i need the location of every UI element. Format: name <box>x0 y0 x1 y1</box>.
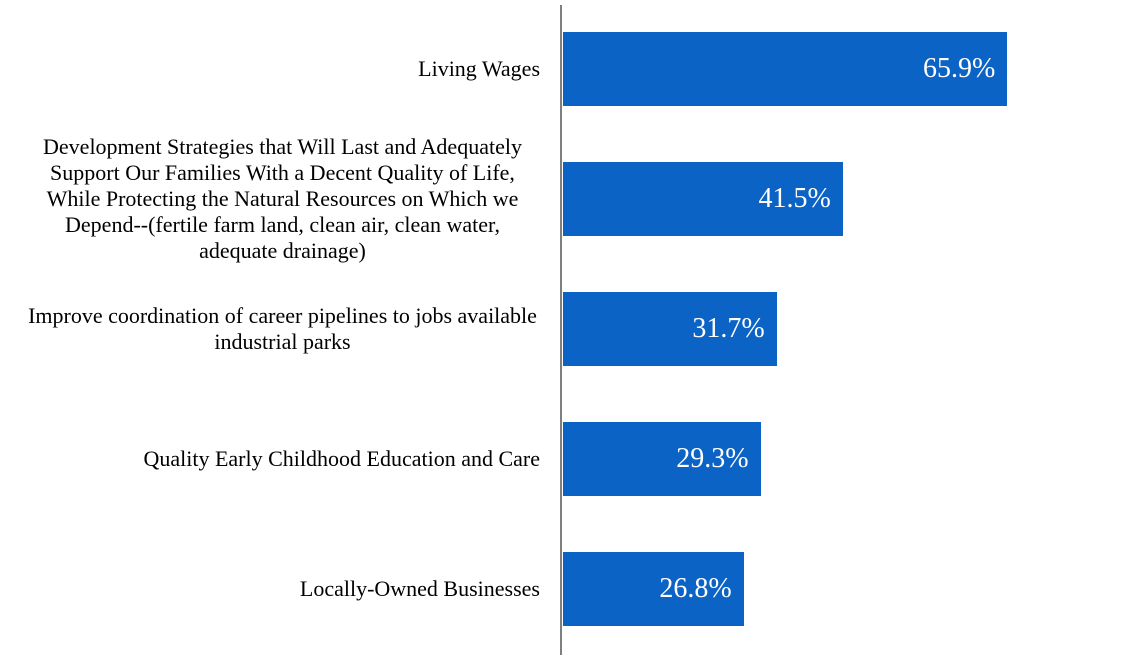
bar-track: 65.9% <box>563 32 1035 106</box>
bar: 31.7% <box>563 292 777 366</box>
bar-track: 41.5% <box>563 162 1035 236</box>
bar: 65.9% <box>563 32 1008 106</box>
y-axis-line <box>560 5 562 655</box>
category-label-cell: Locally-Owned Businesses <box>0 576 561 602</box>
bar: 41.5% <box>563 162 843 236</box>
bar-track: 31.7% <box>563 292 1035 366</box>
category-label-cell: Living Wages <box>0 56 561 82</box>
bar: 29.3% <box>563 422 761 496</box>
chart-row: Living Wages 65.9% <box>0 4 1125 134</box>
chart-row: Quality Early Childhood Education and Ca… <box>0 394 1125 524</box>
value-label: 65.9% <box>923 53 996 84</box>
category-label: Development Strategies that Will Last an… <box>43 134 522 263</box>
category-label: Locally-Owned Businesses <box>299 576 540 601</box>
bar-track: 29.3% <box>563 422 1035 496</box>
chart-rows: Living Wages 65.9% Development Strategies … <box>0 4 1125 654</box>
category-label: Living Wages <box>418 56 540 81</box>
bar: 26.8% <box>563 552 744 626</box>
value-label: 41.5% <box>758 183 831 214</box>
category-label: Quality Early Childhood Education and Ca… <box>143 446 540 471</box>
category-label-cell: Quality Early Childhood Education and Ca… <box>0 446 561 472</box>
chart-row: Development Strategies that Will Last an… <box>0 134 1125 264</box>
bar-track: 26.8% <box>563 552 1035 626</box>
value-label: 29.3% <box>676 443 749 474</box>
value-label: 31.7% <box>692 313 765 344</box>
category-label: Improve coordination of career pipelines… <box>28 303 537 354</box>
value-label: 26.8% <box>659 573 732 604</box>
category-label-cell: Development Strategies that Will Last an… <box>0 134 561 264</box>
category-label-cell: Improve coordination of career pipelines… <box>0 303 561 355</box>
chart-row: Improve coordination of career pipelines… <box>0 264 1125 394</box>
chart-row: Locally-Owned Businesses 26.8% <box>0 524 1125 654</box>
